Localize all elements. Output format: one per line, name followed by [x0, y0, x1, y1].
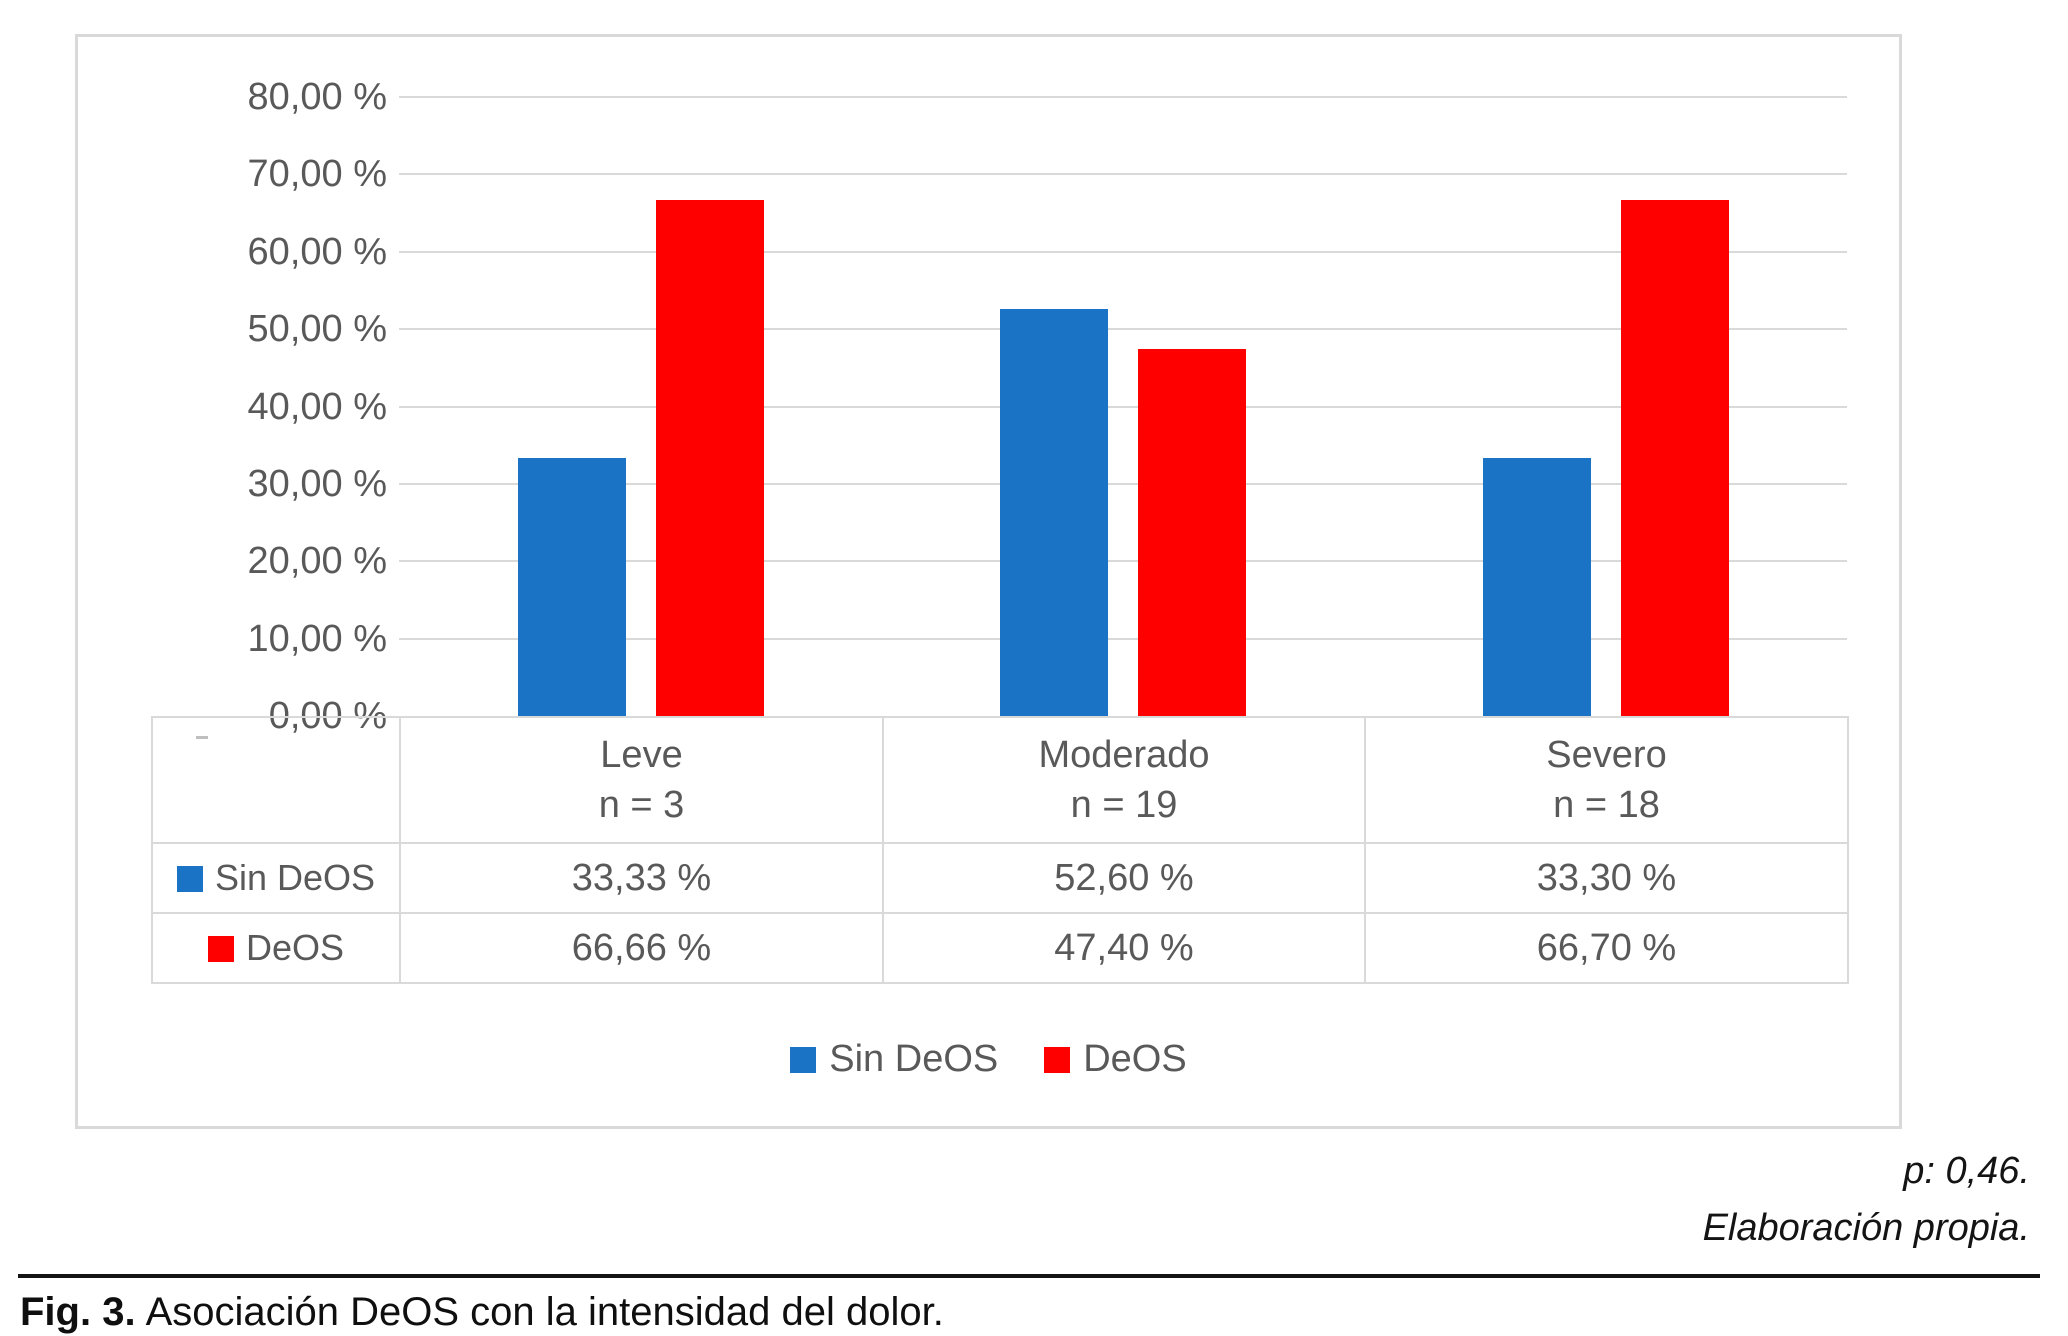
bar-deos-severo [1621, 200, 1729, 716]
table-col-header-leve: Leve n = 3 [399, 716, 884, 844]
gridline-30 [399, 483, 1847, 485]
gridline-40 [399, 406, 1847, 408]
p-value-note: p: 0,46. [1903, 1150, 2030, 1192]
gridline-50 [399, 328, 1847, 330]
table-value-deos-severo: 66,70 % [1364, 912, 1849, 984]
gridline-60 [399, 251, 1847, 253]
series-name: Sin DeOS [214, 857, 376, 898]
legend-swatch-icon [790, 1046, 817, 1073]
figure-caption-label: Fig. 3. [20, 1290, 136, 1334]
y-axis-label-70: 70,00 % [247, 153, 387, 195]
table-value-deos-leve: 66,66 % [399, 912, 884, 984]
table-value-sin-deos-severo: 33,30 % [1364, 842, 1849, 914]
bar-sin-deos-moderado [1000, 309, 1108, 716]
table-row-key-deos: DeOS [151, 912, 401, 984]
gridline-70 [399, 173, 1847, 175]
legend-swatch-icon [1044, 1046, 1071, 1073]
table-row-key-sin-deos: Sin DeOS [151, 842, 401, 914]
chart-annotations: p: 0,46. Elaboración propia. [1703, 1143, 2030, 1257]
gridline-20 [399, 560, 1847, 562]
figure-caption: Fig. 3. Asociación DeOS con la intensidad… [20, 1290, 944, 1335]
figure-caption-text: Asociación DeOS con la intensidad del do… [145, 1290, 944, 1334]
y-axis-label-30: 30,00 % [247, 463, 387, 505]
bar-sin-deos-leve [518, 458, 626, 716]
table-col-header-severo: Severo n = 18 [1364, 716, 1849, 844]
series-name: DeOS [245, 927, 345, 968]
table-value-sin-deos-moderado: 52,60 % [882, 842, 1366, 914]
table-corner-spacer [151, 716, 401, 844]
caption-rule [18, 1274, 2040, 1278]
category-label-leve: Leve [600, 734, 683, 776]
plot-area: 0,00 % 10,00 % 20,00 % 30,00 % 40,00 % 50,00 … [78, 37, 1899, 1126]
chart-data-table: Leve n = 3 Moderado n = 19 Severo n = 18 Sin D… [151, 716, 1849, 984]
category-label-severo: Severo [1546, 734, 1667, 776]
y-axis-label-40: 40,00 % [247, 386, 387, 428]
bar-deos-moderado [1138, 349, 1246, 716]
legend-item-sin-deos: Sin DeOS [790, 1038, 998, 1081]
series-swatch-icon [207, 936, 234, 962]
series-swatch-icon [176, 866, 203, 892]
category-count-moderado: n = 19 [1070, 784, 1178, 826]
y-axis-label-10: 10,00 % [247, 618, 387, 660]
legend-label-deos: DeOS [1083, 1038, 1187, 1080]
table-value-deos-moderado: 47,40 % [882, 912, 1366, 984]
chart-frame: 0,00 % 10,00 % 20,00 % 30,00 % 40,00 % 50,00 … [75, 34, 1902, 1129]
y-axis-label-20: 20,00 % [247, 540, 387, 582]
gridline-10 [399, 638, 1847, 640]
category-count-severo: n = 18 [1553, 784, 1660, 826]
table-value-sin-deos-leve: 33,33 % [399, 842, 884, 914]
category-count-leve: n = 3 [598, 784, 685, 826]
source-note: Elaboración propia. [1702, 1207, 2030, 1249]
legend-item-deos: DeOS [1044, 1038, 1187, 1081]
legend-label-sin-deos: Sin DeOS [829, 1038, 999, 1080]
bar-sin-deos-severo [1483, 458, 1591, 716]
gridline-80 [399, 96, 1847, 98]
table-col-header-moderado: Moderado n = 19 [882, 716, 1366, 844]
chart-legend: Sin DeOS DeOS [78, 1038, 1899, 1081]
y-axis-label-50: 50,00 % [247, 308, 387, 350]
y-axis-label-60: 60,00 % [247, 231, 387, 273]
category-label-moderado: Moderado [1038, 734, 1210, 776]
y-axis-label-80: 80,00 % [247, 76, 387, 118]
bar-deos-leve [656, 200, 764, 716]
